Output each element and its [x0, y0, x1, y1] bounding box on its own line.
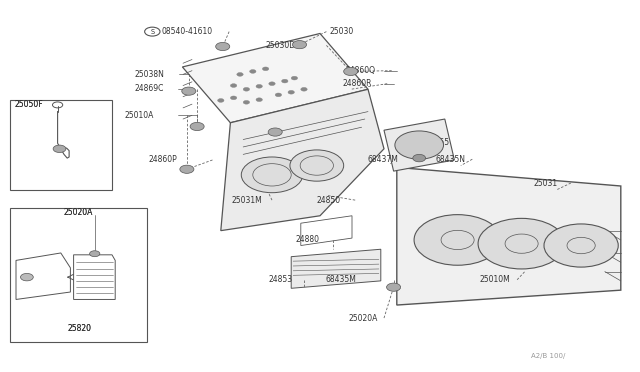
Circle shape	[269, 82, 275, 86]
Text: 25010M: 25010M	[480, 275, 511, 284]
Text: S: S	[150, 29, 154, 35]
Text: 24853: 24853	[269, 275, 293, 284]
Text: 25820: 25820	[67, 324, 92, 333]
Polygon shape	[221, 89, 384, 231]
Circle shape	[413, 154, 426, 162]
Circle shape	[344, 67, 358, 76]
Circle shape	[544, 224, 618, 267]
Circle shape	[230, 96, 237, 100]
Text: 08540-41610: 08540-41610	[162, 27, 213, 36]
Text: 25038N: 25038N	[134, 70, 164, 79]
Circle shape	[250, 70, 256, 73]
Circle shape	[288, 90, 294, 94]
Text: A2/B 100/: A2/B 100/	[531, 353, 566, 359]
Text: 25050F: 25050F	[14, 100, 43, 109]
Text: 24860P: 24860P	[148, 155, 177, 164]
Polygon shape	[397, 167, 621, 305]
Circle shape	[282, 79, 288, 83]
Text: 25030: 25030	[330, 27, 354, 36]
Circle shape	[478, 218, 565, 269]
Text: 24850: 24850	[317, 196, 341, 205]
Circle shape	[414, 215, 501, 265]
Polygon shape	[182, 33, 368, 123]
Circle shape	[292, 41, 307, 49]
Text: 25030D: 25030D	[266, 41, 296, 50]
Text: 25050F: 25050F	[14, 100, 43, 109]
Circle shape	[395, 131, 444, 159]
Circle shape	[290, 150, 344, 181]
Circle shape	[180, 165, 194, 173]
Text: 24860R: 24860R	[342, 79, 372, 88]
Circle shape	[230, 84, 237, 87]
Circle shape	[243, 87, 250, 91]
Circle shape	[53, 145, 66, 153]
Circle shape	[387, 283, 401, 291]
Circle shape	[216, 42, 230, 51]
Circle shape	[262, 67, 269, 71]
Text: 24855: 24855	[426, 138, 450, 147]
Circle shape	[237, 73, 243, 76]
Text: 25020A: 25020A	[64, 208, 93, 217]
Circle shape	[256, 84, 262, 88]
Circle shape	[268, 128, 282, 136]
Polygon shape	[291, 249, 381, 288]
Circle shape	[218, 99, 224, 102]
Circle shape	[20, 273, 33, 281]
Text: 25020A: 25020A	[349, 314, 378, 323]
Circle shape	[243, 100, 250, 104]
Circle shape	[90, 251, 100, 257]
Circle shape	[275, 93, 282, 97]
Circle shape	[256, 98, 262, 102]
Circle shape	[241, 157, 303, 193]
Polygon shape	[384, 119, 454, 171]
Circle shape	[190, 122, 204, 131]
Circle shape	[301, 87, 307, 91]
Text: 68437M: 68437M	[367, 155, 398, 164]
Text: 68435M: 68435M	[325, 275, 356, 284]
Text: 25031: 25031	[534, 179, 558, 187]
Text: 25020A: 25020A	[64, 208, 93, 217]
Text: 68435N: 68435N	[435, 155, 465, 164]
Text: 24869C: 24869C	[134, 84, 164, 93]
Text: 24880: 24880	[296, 235, 320, 244]
Text: 25010A: 25010A	[125, 111, 154, 120]
Text: 25031M: 25031M	[232, 196, 262, 205]
Text: 25820: 25820	[67, 324, 92, 333]
Text: 24860Q: 24860Q	[346, 66, 376, 75]
Circle shape	[291, 76, 298, 80]
Circle shape	[182, 87, 196, 95]
